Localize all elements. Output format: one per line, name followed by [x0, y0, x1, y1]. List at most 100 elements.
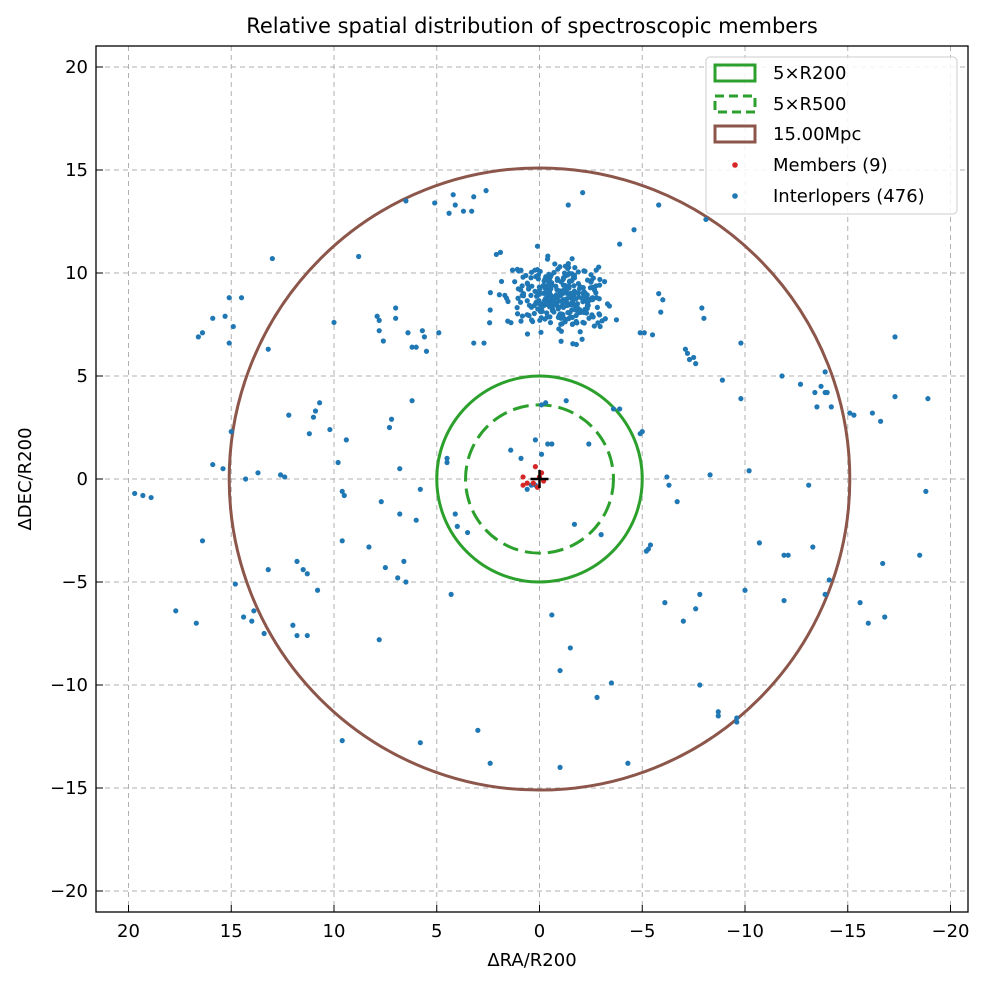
interloper-point: [524, 486, 530, 492]
interloper-point: [304, 571, 310, 577]
interloper-point: [238, 295, 245, 301]
interloper-point: [869, 410, 876, 416]
interloper-point: [538, 451, 545, 457]
interloper-point: [343, 437, 349, 443]
interloper-point: [436, 330, 442, 336]
interloper-point: [508, 320, 514, 326]
legend-swatch-5-r200: [713, 63, 757, 83]
interloper-point: [469, 208, 475, 214]
interloper-point: [314, 587, 321, 593]
interloper-point: [228, 429, 234, 435]
interloper-point: [538, 315, 544, 321]
interloper-point: [528, 317, 535, 323]
interloper-point: [691, 354, 697, 361]
interloper-point: [452, 202, 458, 208]
interloper-point: [824, 389, 830, 396]
interloper-point: [693, 361, 699, 367]
interloper-point: [546, 271, 552, 277]
interloper-point: [592, 287, 598, 293]
interloper-point: [558, 338, 564, 344]
interloper-point: [812, 389, 818, 396]
interloper-point: [526, 312, 532, 319]
interloper-point: [785, 552, 791, 558]
y-tick-label: −5: [61, 572, 88, 593]
interloper-point: [892, 334, 898, 340]
interloper-point: [409, 398, 415, 404]
interloper-point: [487, 307, 493, 313]
interloper-point: [545, 441, 551, 447]
interloper-point: [514, 305, 520, 311]
interloper-point: [532, 288, 538, 294]
interloper-point: [577, 308, 583, 314]
member-point: [520, 482, 526, 488]
interloper-point: [560, 282, 566, 288]
interloper-point: [487, 290, 493, 296]
legend-label-members-9-: Members (9): [773, 155, 888, 176]
interloper-point: [538, 329, 544, 335]
interloper-point: [781, 552, 787, 558]
interloper-point: [617, 241, 623, 247]
interloper-point: [574, 320, 580, 326]
interloper-point: [597, 312, 603, 318]
interloper-point: [693, 606, 699, 612]
interloper-point: [378, 499, 384, 505]
interloper-point: [471, 340, 477, 346]
interloper-point: [647, 542, 654, 548]
interloper-point: [265, 346, 271, 352]
interloper-point: [226, 295, 232, 301]
interloper-point: [715, 713, 721, 719]
interloper-point: [226, 340, 232, 346]
interloper-point: [565, 309, 571, 316]
x-tick-label: 10: [323, 921, 346, 942]
interloper-point: [880, 560, 886, 567]
interloper-point: [707, 472, 713, 478]
interloper-point: [538, 309, 545, 315]
interloper-point: [610, 406, 617, 412]
interloper-point: [193, 620, 199, 626]
legend-label-interlopers-476-: Interlopers (476): [773, 186, 925, 207]
interloper-point: [518, 455, 524, 461]
interloper-point: [828, 404, 834, 410]
interloper-point: [339, 488, 345, 494]
interloper-point: [397, 466, 403, 472]
interloper-point: [544, 291, 550, 297]
interloper-point: [606, 303, 613, 309]
interloper-point: [594, 694, 600, 700]
interloper-point: [327, 426, 333, 433]
interloper-point: [570, 321, 576, 327]
interloper-point: [393, 305, 399, 311]
interloper-point: [857, 600, 863, 606]
interloper-point: [265, 567, 271, 573]
interloper-point: [376, 637, 382, 643]
interloper-point: [742, 587, 748, 593]
legend-box: [705, 56, 958, 215]
interloper-point: [210, 315, 216, 321]
y-tick-label: −15: [50, 778, 88, 799]
interloper-point: [132, 490, 138, 497]
interloper-point: [560, 315, 567, 321]
interloper-point: [199, 538, 206, 544]
interloper-point: [598, 532, 604, 538]
interloper-point: [517, 299, 524, 305]
y-axis-label: ΔDEC/R200: [15, 427, 36, 530]
interloper-point: [310, 414, 317, 420]
interloper-point: [756, 540, 762, 546]
interloper-point: [662, 600, 668, 606]
interloper-point: [925, 396, 931, 402]
interloper-point: [519, 313, 525, 319]
interloper-point: [558, 321, 564, 327]
x-tick-label: −5: [629, 921, 656, 942]
interloper-point: [493, 251, 499, 258]
legend-label-5-r200: 5×R200: [773, 63, 846, 84]
interloper-point: [514, 311, 521, 317]
interloper-point: [498, 278, 505, 285]
member-point: [524, 480, 530, 486]
interloper-point: [382, 564, 388, 571]
interloper-point: [546, 302, 552, 308]
interloper-point: [649, 332, 656, 338]
interloper-point: [545, 253, 551, 259]
interloper-point: [386, 424, 393, 431]
axis-ticks: 20 15 10 5 0 −5 −10 −15 −20 20 15 10 5 0 −5 −10 −15 −20: [50, 57, 970, 942]
interloper-point: [586, 441, 592, 447]
interloper-point: [582, 268, 588, 274]
